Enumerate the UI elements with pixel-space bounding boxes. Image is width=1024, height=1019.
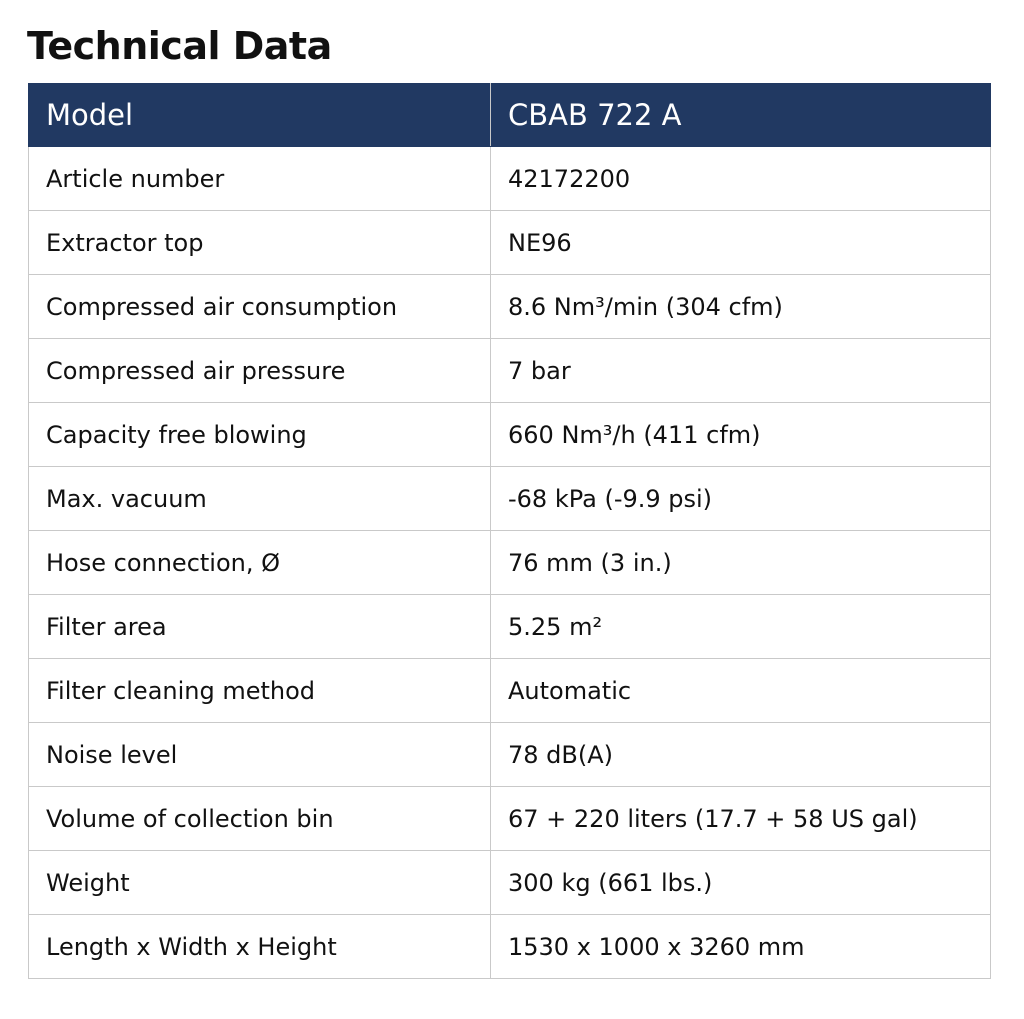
- row-label: Noise level: [28, 722, 491, 787]
- row-value: NE96: [490, 210, 991, 275]
- table-row: Filter cleaning method Automatic: [28, 658, 991, 723]
- header-label: Model: [28, 83, 491, 147]
- table-header-row: Model CBAB 722 A: [28, 83, 991, 147]
- row-label: Extractor top: [28, 210, 491, 275]
- row-value: 300 kg (661 lbs.): [490, 850, 991, 915]
- table-row: Weight 300 kg (661 lbs.): [28, 850, 991, 915]
- row-value: 76 mm (3 in.): [490, 530, 991, 595]
- row-label: Length x Width x Height: [28, 914, 491, 979]
- table-row: Capacity free blowing 660 Nm³/h (411 cfm): [28, 402, 991, 467]
- table-row: Noise level 78 dB(A): [28, 722, 991, 787]
- row-value: 8.6 Nm³/min (304 cfm): [490, 274, 991, 339]
- row-label: Compressed air consumption: [28, 274, 491, 339]
- row-label: Max. vacuum: [28, 466, 491, 531]
- row-value: 42172200: [490, 146, 991, 211]
- page-title: Technical Data: [27, 24, 332, 68]
- row-label: Weight: [28, 850, 491, 915]
- row-value: 7 bar: [490, 338, 991, 403]
- row-label: Volume of collection bin: [28, 786, 491, 851]
- row-value: 660 Nm³/h (411 cfm): [490, 402, 991, 467]
- row-value: Automatic: [490, 658, 991, 723]
- row-label: Hose connection, Ø: [28, 530, 491, 595]
- table-row: Hose connection, Ø 76 mm (3 in.): [28, 530, 991, 595]
- row-value: 67 + 220 liters (17.7 + 58 US gal): [490, 786, 991, 851]
- row-value: 5.25 m²: [490, 594, 991, 659]
- table-row: Filter area 5.25 m²: [28, 594, 991, 659]
- row-label: Compressed air pressure: [28, 338, 491, 403]
- row-value: 78 dB(A): [490, 722, 991, 787]
- row-label: Article number: [28, 146, 491, 211]
- table-row: Compressed air pressure 7 bar: [28, 338, 991, 403]
- row-label: Capacity free blowing: [28, 402, 491, 467]
- row-label: Filter cleaning method: [28, 658, 491, 723]
- table-row: Volume of collection bin 67 + 220 liters …: [28, 786, 991, 851]
- table-row: Article number 42172200: [28, 146, 991, 211]
- table-row: Max. vacuum -68 kPa (-9.9 psi): [28, 466, 991, 531]
- row-label: Filter area: [28, 594, 491, 659]
- table-row: Length x Width x Height 1530 x 1000 x 326…: [28, 914, 991, 979]
- row-value: -68 kPa (-9.9 psi): [490, 466, 991, 531]
- table-row: Extractor top NE96: [28, 210, 991, 275]
- table-row: Compressed air consumption 8.6 Nm³/min (3…: [28, 274, 991, 339]
- header-value: CBAB 722 A: [490, 83, 991, 147]
- technical-data-table: Model CBAB 722 A Article number 42172200 E…: [28, 83, 991, 979]
- row-value: 1530 x 1000 x 3260 mm: [490, 914, 991, 979]
